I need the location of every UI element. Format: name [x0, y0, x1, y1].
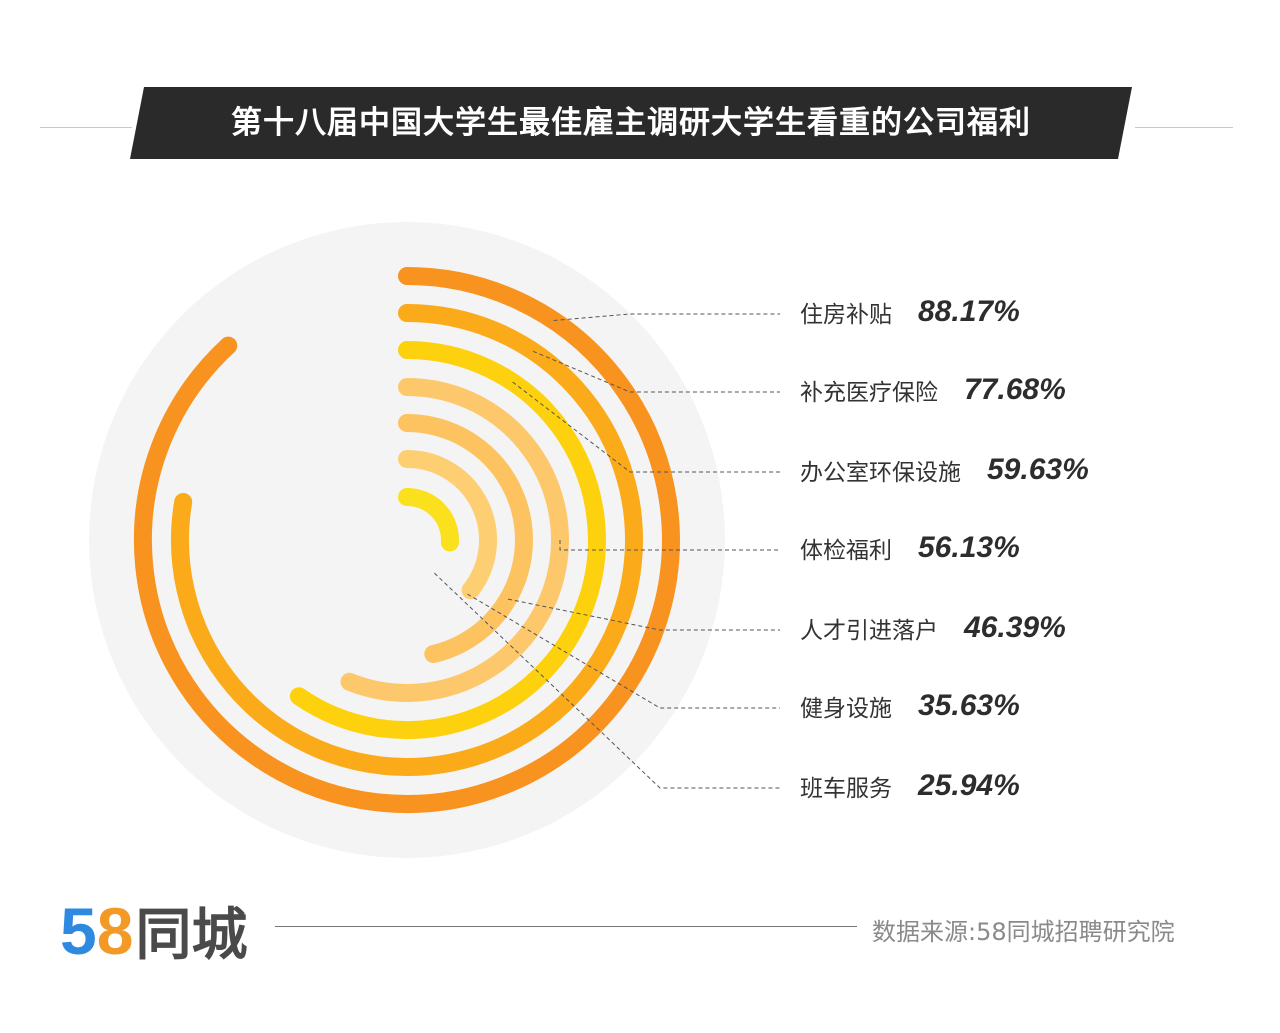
label-4: 人才引进落户 46.39%: [800, 608, 1066, 648]
category-label: 补充医疗保险: [800, 380, 938, 406]
arc-5: [398, 450, 497, 600]
leader-line-1: [532, 350, 780, 393]
category-label: 健身设施: [800, 696, 892, 722]
leader-line-5: [467, 593, 780, 709]
title-banner: [130, 87, 1132, 159]
value-label: 77.68%: [964, 373, 1066, 406]
value-label: 25.94%: [918, 769, 1020, 802]
category-label: 班车服务: [800, 776, 892, 802]
label-3: 体检福利 56.13%: [800, 528, 1020, 568]
leader-line-0: [553, 313, 780, 321]
category-label: 体检福利: [800, 538, 892, 564]
value-label: 59.63%: [987, 453, 1089, 486]
arc-6: [398, 488, 459, 552]
label-5: 健身设施 35.63%: [800, 686, 1020, 726]
arc-1: [171, 304, 643, 776]
data-source: 数据来源:58同城招聘研究院: [872, 918, 1175, 946]
arc-4: [398, 414, 533, 663]
logo-58tongcheng: 5 8 同城: [60, 890, 247, 971]
label-6: 班车服务 25.94%: [800, 766, 1020, 806]
logo-text: 同城: [135, 903, 248, 966]
arc-2: [289, 341, 606, 739]
label-2: 办公室环保设施 59.63%: [800, 450, 1089, 490]
title-right-rule: [1135, 127, 1233, 128]
leader-line-2: [512, 381, 780, 473]
arc-3: [340, 378, 569, 702]
label-1: 补充医疗保险 77.68%: [800, 370, 1066, 410]
leader-line-6: [434, 572, 780, 789]
footer-rule: [275, 926, 857, 927]
value-label: 35.63%: [918, 689, 1020, 722]
category-label: 住房补贴: [800, 302, 892, 328]
value-label: 88.17%: [918, 295, 1020, 328]
category-label: 人才引进落户: [800, 618, 938, 644]
logo-digit-5: 5: [60, 893, 97, 968]
title-left-rule: [40, 127, 132, 128]
label-0: 住房补贴 88.17%: [800, 292, 1020, 332]
chart-title: 第十八届中国大学生最佳雇主调研大学生看重的公司福利: [231, 105, 1031, 141]
category-label: 办公室环保设施: [800, 460, 961, 486]
logo-digit-8: 8: [96, 893, 134, 968]
leader-line-3: [559, 540, 780, 551]
radial-bar-chart: [89, 222, 780, 858]
arc-0: [133, 267, 680, 813]
leader-line-4: [507, 598, 780, 631]
value-label: 56.13%: [918, 531, 1020, 564]
value-label: 46.39%: [964, 611, 1066, 644]
